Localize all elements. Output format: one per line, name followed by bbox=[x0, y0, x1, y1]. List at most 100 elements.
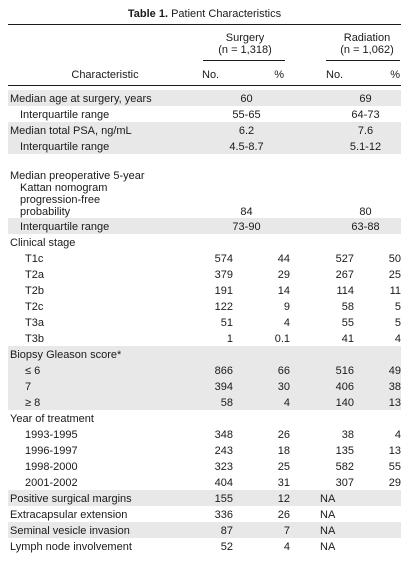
table-row: Median preoperative 5-year Kattan nomogr… bbox=[8, 154, 401, 218]
surgery-pct: 14 bbox=[277, 285, 290, 297]
surgery-pct: 31 bbox=[277, 477, 290, 489]
radiation-no: 58 bbox=[341, 301, 354, 313]
table-row: 7 394 30 406 38 bbox=[8, 378, 401, 394]
surgery-pct: 66 bbox=[233, 362, 290, 378]
radiation-no: 114 bbox=[336, 285, 354, 297]
kattan-line-1: Median preoperative 5-year bbox=[10, 170, 145, 182]
surgery-pct: 25 bbox=[277, 461, 290, 473]
characteristics-table: Median age at surgery, years 60 69 Inter… bbox=[8, 90, 401, 554]
surgery-underline bbox=[203, 60, 285, 61]
row-label: Median age at surgery, years bbox=[8, 90, 203, 106]
radiation-value: 80 bbox=[359, 206, 372, 218]
radiation-pct: 4 bbox=[394, 429, 401, 441]
radiation-value: 64-73 bbox=[351, 109, 380, 121]
section-header: Year of treatment bbox=[10, 413, 94, 425]
surgery-no: 323 bbox=[214, 461, 233, 473]
row-label: ≥ 8 bbox=[8, 394, 203, 410]
table-row: T2b 191 14 114 11 bbox=[8, 282, 401, 298]
table-row: ≥ 8 58 4 140 13 bbox=[8, 394, 401, 410]
surgery-no: 379 bbox=[214, 269, 233, 281]
surgery-no: 404 bbox=[214, 477, 233, 489]
section-header: Clinical stage bbox=[10, 237, 76, 249]
section-header-row: Clinical stage bbox=[8, 234, 401, 250]
table-caption: Patient Characteristics bbox=[168, 8, 282, 20]
row-label: Interquartile range bbox=[8, 218, 203, 234]
surgery-value: 55-65 bbox=[232, 109, 261, 121]
radiation-value: NA bbox=[290, 490, 401, 506]
row-label: 1998-2000 bbox=[25, 461, 78, 473]
row-label: Interquartile range bbox=[8, 138, 203, 154]
surgery-name: Surgery bbox=[225, 32, 265, 44]
radiation-no: 38 bbox=[341, 429, 354, 441]
radiation-value: 69 bbox=[290, 90, 401, 106]
surgery-value: 84 bbox=[240, 206, 253, 218]
radiation-no: 406 bbox=[290, 378, 356, 394]
row-label: Lymph node involvement bbox=[10, 541, 132, 553]
row-label: 1993-1995 bbox=[25, 429, 78, 441]
row-label: Positive surgical margins bbox=[8, 490, 203, 506]
surgery-no: 51 bbox=[220, 317, 233, 329]
radiation-pct: 13 bbox=[356, 394, 401, 410]
radiation-no: 582 bbox=[335, 461, 354, 473]
radiation-no: 516 bbox=[290, 362, 356, 378]
table-title: Table 1. Patient Characteristics bbox=[0, 8, 409, 20]
table-row: Interquartile range 55-65 64-73 bbox=[8, 106, 401, 122]
surgery-pct: 26 bbox=[277, 509, 290, 521]
kattan-line-2: Kattan nomogram bbox=[20, 182, 108, 194]
row-label: Seminal vesicle invasion bbox=[8, 522, 203, 538]
surgery-value: 6.2 bbox=[203, 122, 290, 138]
surgery-no: 348 bbox=[214, 429, 233, 441]
surgery-no: 122 bbox=[214, 301, 233, 313]
radiation-pct: 11 bbox=[389, 285, 401, 297]
radiation-pct: 55 bbox=[388, 461, 401, 473]
header-rule bbox=[8, 85, 401, 86]
section-header-row: Biopsy Gleason score* bbox=[8, 346, 401, 362]
table-row: Positive surgical margins 155 12 NA bbox=[8, 490, 401, 506]
row-label: T1c bbox=[25, 253, 44, 265]
radiation-pct: 25 bbox=[388, 269, 401, 281]
surgery-value: 73-90 bbox=[203, 218, 290, 234]
radiation-value: 5.1-12 bbox=[290, 138, 401, 154]
surgery-pct-header: % bbox=[274, 69, 284, 81]
section-header: Biopsy Gleason score* bbox=[8, 346, 401, 362]
top-rule bbox=[8, 24, 401, 25]
table-row: T1c 574 44 527 50 bbox=[8, 250, 401, 266]
radiation-no: 307 bbox=[335, 477, 354, 489]
surgery-pct: 4 bbox=[283, 317, 290, 329]
row-label: T2a bbox=[25, 269, 44, 281]
surgery-pct: 4 bbox=[233, 394, 290, 410]
radiation-underline bbox=[326, 60, 400, 61]
radiation-pct: 50 bbox=[388, 253, 401, 265]
surgery-no: 336 bbox=[214, 509, 233, 521]
row-label: 7 bbox=[8, 378, 203, 394]
surgery-pct: 44 bbox=[277, 253, 290, 265]
table-row: T2c 122 9 58 5 bbox=[8, 298, 401, 314]
surgery-n: (n = 1,318) bbox=[218, 44, 272, 56]
table-row: Seminal vesicle invasion 87 7 NA bbox=[8, 522, 401, 538]
surgery-pct: 29 bbox=[277, 269, 290, 281]
row-label: T3a bbox=[25, 317, 44, 329]
radiation-group-header: Radiation (n = 1,062) bbox=[322, 32, 409, 56]
surgery-no: 191 bbox=[214, 285, 233, 297]
row-label: Extracapsular extension bbox=[10, 509, 128, 521]
surgery-group-header: Surgery (n = 1,318) bbox=[200, 32, 290, 56]
radiation-no: 140 bbox=[290, 394, 356, 410]
table-row: 1996-1997 243 18 135 13 bbox=[8, 442, 401, 458]
surgery-no: 87 bbox=[203, 522, 233, 538]
surgery-pct: 18 bbox=[277, 445, 290, 457]
table-row: Extracapsular extension 336 26 NA bbox=[8, 506, 401, 522]
table-row: 1998-2000 323 25 582 55 bbox=[8, 458, 401, 474]
surgery-no: 866 bbox=[203, 362, 233, 378]
table-row: 2001-2002 404 31 307 29 bbox=[8, 474, 401, 490]
radiation-pct: 29 bbox=[388, 477, 401, 489]
kattan-line-4: probability bbox=[20, 206, 71, 218]
surgery-no: 52 bbox=[220, 541, 233, 553]
surgery-no: 243 bbox=[214, 445, 233, 457]
surgery-no-header: No. bbox=[202, 69, 220, 81]
row-label: 1996-1997 bbox=[25, 445, 78, 457]
radiation-no-header: No. bbox=[326, 69, 344, 81]
table-row: Lymph node involvement 52 4 NA bbox=[8, 538, 401, 554]
row-label: Median total PSA, ng/mL bbox=[8, 122, 203, 138]
radiation-pct: 49 bbox=[356, 362, 401, 378]
surgery-no: 58 bbox=[203, 394, 233, 410]
